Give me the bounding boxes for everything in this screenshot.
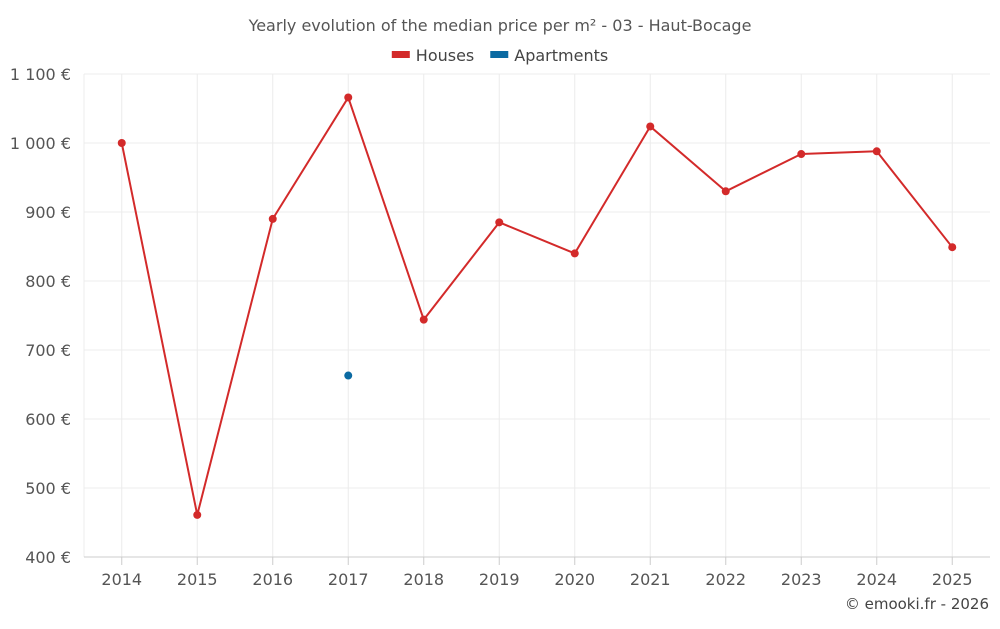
y-tick-label: 400 € xyxy=(25,548,71,567)
y-tick-label: 1 000 € xyxy=(10,134,71,153)
legend-label: Apartments xyxy=(514,46,608,65)
data-point-houses[interactable] xyxy=(419,315,428,324)
series-line-houses xyxy=(120,96,954,516)
x-tick-label: 2025 xyxy=(932,570,973,589)
x-tick-label: 2023 xyxy=(781,570,822,589)
data-point-houses[interactable] xyxy=(948,243,957,252)
data-point-houses[interactable] xyxy=(495,218,504,227)
x-tick-label: 2017 xyxy=(328,570,369,589)
text-layer: Yearly evolution of the median price per… xyxy=(248,16,989,613)
axis-layer: 400 € 500 € 600 € 700 € 800 € 900 € 1 000 € 1 1… xyxy=(10,65,990,589)
legend-label: Houses xyxy=(416,46,474,65)
legend-swatch xyxy=(391,51,410,58)
x-tick-label: 2022 xyxy=(705,570,746,589)
y-tick-label: 800 € xyxy=(25,272,71,291)
y-tick-label: 500 € xyxy=(25,479,71,498)
x-tick-label: 2020 xyxy=(554,570,595,589)
data-point-houses[interactable] xyxy=(646,122,655,131)
chart-credit: © emooki.fr - 2026 xyxy=(845,595,989,613)
x-tick-label: 2019 xyxy=(479,570,520,589)
y-tick-label: 1 100 € xyxy=(10,65,71,84)
legend-item-houses[interactable]: Houses xyxy=(391,46,474,65)
x-tick-label: 2021 xyxy=(630,570,671,589)
x-tick-label: 2014 xyxy=(101,570,142,589)
chart-title: Yearly evolution of the median price per… xyxy=(248,16,752,35)
legend-swatch xyxy=(490,51,509,58)
data-point-houses[interactable] xyxy=(117,139,126,147)
data-point-apartments[interactable] xyxy=(344,371,353,380)
data-point-houses[interactable] xyxy=(570,249,579,258)
y-tick-label: 600 € xyxy=(25,410,71,429)
data-point-houses[interactable] xyxy=(344,93,353,102)
data-point-houses[interactable] xyxy=(268,214,277,223)
data-point-houses[interactable] xyxy=(797,150,806,159)
data-point-houses[interactable] xyxy=(872,147,881,156)
y-tick-label: 700 € xyxy=(25,341,71,360)
x-tick-label: 2024 xyxy=(856,570,897,589)
data-point-houses[interactable] xyxy=(721,187,730,196)
grid-layer xyxy=(83,73,990,557)
data-point-houses[interactable] xyxy=(193,510,202,519)
x-tick-label: 2016 xyxy=(252,570,293,589)
legend-item-apartments[interactable]: Apartments xyxy=(490,46,608,65)
legend: Houses Apartments xyxy=(391,46,608,65)
y-tick-label: 900 € xyxy=(25,203,71,222)
x-tick-label: 2015 xyxy=(177,570,218,589)
x-tick-label: 2018 xyxy=(403,570,444,589)
series-layer xyxy=(117,93,957,519)
